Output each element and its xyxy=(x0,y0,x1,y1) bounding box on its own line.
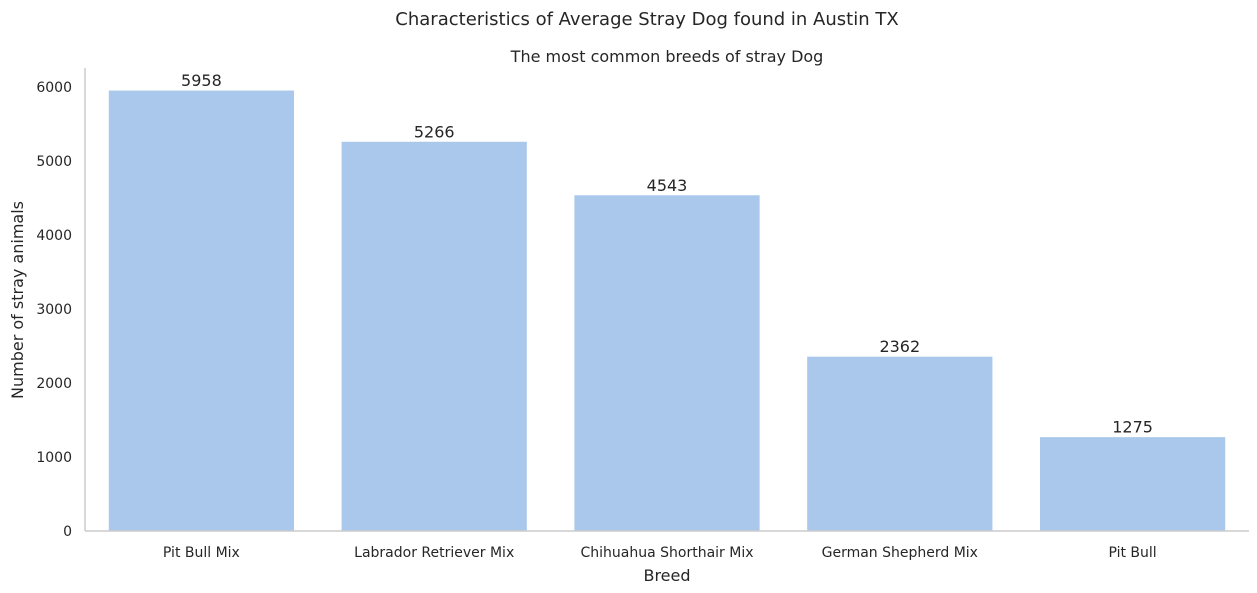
bar-value-label: 4543 xyxy=(647,176,688,195)
y-axis-label: Number of stray animals xyxy=(8,201,27,399)
bar-1 xyxy=(340,140,528,532)
bar-0 xyxy=(107,89,296,532)
chart-title: The most common breeds of stray Dog xyxy=(510,47,824,66)
y-tick-label: 2000 xyxy=(36,376,72,392)
x-tick-label: Pit Bull Mix xyxy=(163,545,240,561)
y-ticks-group: 0 1000 2000 3000 4000 5000 6000 xyxy=(36,80,72,540)
bar-value-label: 5958 xyxy=(181,71,222,90)
y-tick-label: 4000 xyxy=(36,228,72,244)
y-tick-label: 3000 xyxy=(36,302,72,318)
x-tick-label: Pit Bull xyxy=(1108,545,1156,561)
x-ticks-group: Pit Bull Mix Labrador Retriever Mix Chihua… xyxy=(163,545,1157,561)
bar-value-label: 2362 xyxy=(879,337,920,356)
bar-2 xyxy=(573,194,761,532)
y-tick-label: 5000 xyxy=(36,154,72,170)
y-tick-label: 0 xyxy=(63,524,72,540)
y-tick-label: 1000 xyxy=(36,450,72,466)
y-tick-label: 6000 xyxy=(36,80,72,96)
x-tick-label: Labrador Retriever Mix xyxy=(354,545,514,561)
bar-4 xyxy=(1038,436,1227,532)
bar-3 xyxy=(806,355,994,532)
bar-value-label: 1275 xyxy=(1112,418,1153,437)
bars-group: 5958 5266 4543 2362 1275 xyxy=(107,71,1227,532)
x-tick-label: German Shepherd Mix xyxy=(822,545,978,561)
bar-value-label: 5266 xyxy=(414,122,455,141)
chart-suptitle: Characteristics of Average Stray Dog fou… xyxy=(395,9,898,30)
x-tick-label: Chihuahua Shorthair Mix xyxy=(580,545,753,561)
x-axis-label: Breed xyxy=(643,566,690,585)
